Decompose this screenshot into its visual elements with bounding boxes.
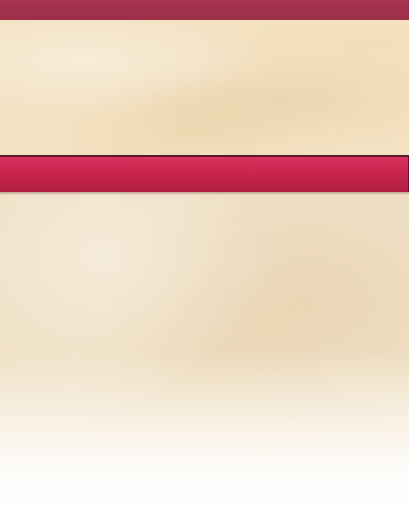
- lower-content-panel: [0, 192, 409, 508]
- top-bar: [0, 0, 409, 20]
- section-header-bar: [0, 157, 409, 192]
- panel-divider: [0, 155, 409, 157]
- top-content-panel: [0, 20, 409, 156]
- section-header-shadow: [0, 192, 409, 195]
